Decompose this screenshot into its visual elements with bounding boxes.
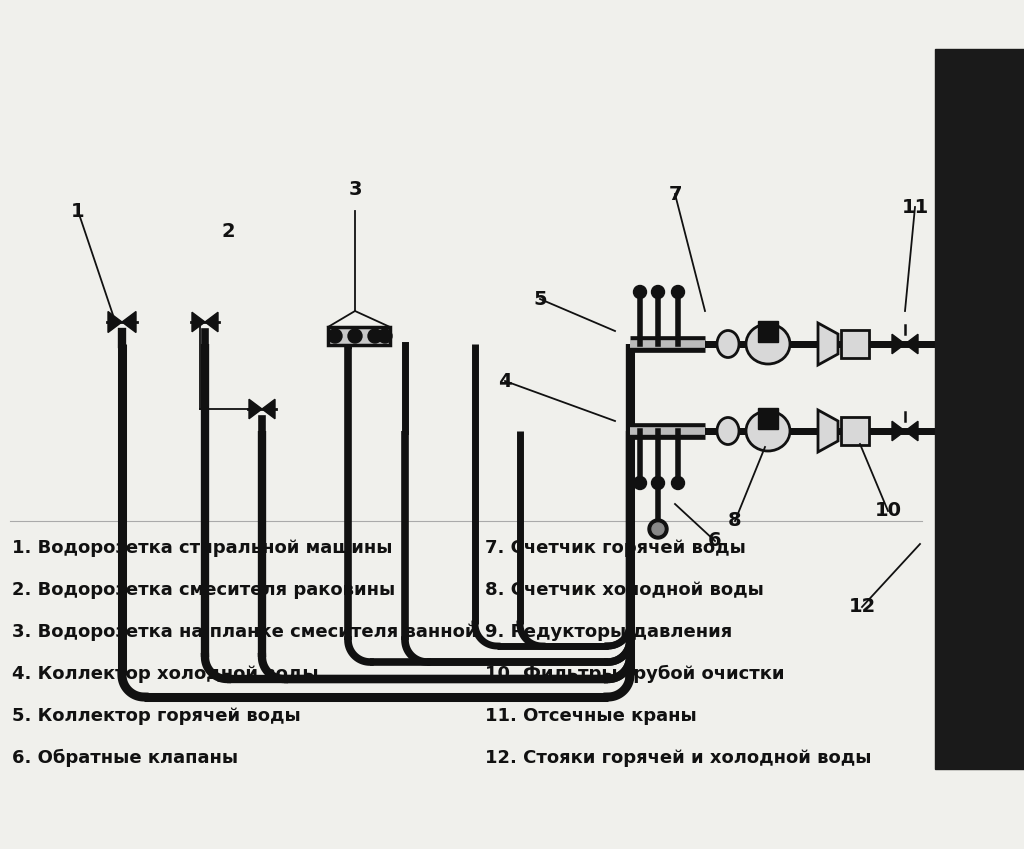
Text: 7. Счетчик горячей воды: 7. Счетчик горячей воды [485,539,745,557]
Bar [841,330,869,358]
Circle shape [348,329,362,343]
Polygon shape [193,312,205,332]
Circle shape [672,285,684,299]
Polygon shape [122,312,136,333]
Ellipse shape [717,418,739,445]
Text: 11. Отсечные краны: 11. Отсечные краны [485,707,696,725]
Circle shape [328,329,342,343]
Polygon shape [905,335,918,354]
Circle shape [368,329,382,343]
Polygon shape [892,421,905,441]
Text: 2. Водорозетка смесителя раковины: 2. Водорозетка смесителя раковины [12,581,395,599]
Text: 7: 7 [669,184,682,204]
Text: 12: 12 [848,598,876,616]
Text: 8. Счетчик холодной воды: 8. Счетчик холодной воды [485,581,764,599]
Text: 10: 10 [874,502,901,520]
Text: 4: 4 [499,372,512,391]
Polygon shape [262,399,275,419]
Text: 9. Редукторы давления: 9. Редукторы давления [485,623,732,641]
Polygon shape [905,421,918,441]
Polygon shape [818,323,838,365]
Polygon shape [108,312,122,333]
Text: 4. Коллектор холодной воды: 4. Коллектор холодной воды [12,665,318,683]
Text: 1. Водорозетка стиральной машины: 1. Водорозетка стиральной машины [12,539,392,557]
Ellipse shape [717,330,739,357]
Circle shape [378,329,392,343]
Text: 8: 8 [728,511,741,531]
Bar [328,327,390,345]
Circle shape [672,476,684,490]
Bar [758,408,778,429]
Ellipse shape [746,411,790,451]
Text: 5: 5 [534,290,547,308]
Bar [758,321,778,342]
Polygon shape [892,335,905,354]
Circle shape [652,523,664,535]
Circle shape [634,476,646,490]
Ellipse shape [746,324,790,364]
Circle shape [648,519,668,539]
Text: 12. Стояки горячей и холодной воды: 12. Стояки горячей и холодной воды [485,749,871,767]
Text: 3. Водорозетка на планке смесителя ванной: 3. Водорозетка на планке смесителя ванно… [12,623,477,641]
Circle shape [651,285,665,299]
Text: 6. Обратные клапаны: 6. Обратные клапаны [12,749,239,767]
Text: 1: 1 [72,201,85,221]
Text: 5. Коллектор горячей воды: 5. Коллектор горячей воды [12,707,301,725]
Polygon shape [205,312,218,332]
Text: 2: 2 [221,222,234,240]
Bar [935,49,1024,769]
Circle shape [651,476,665,490]
Polygon shape [818,410,838,452]
Circle shape [634,285,646,299]
Text: 3: 3 [348,179,361,199]
Text: 6: 6 [709,531,722,550]
Polygon shape [249,399,262,419]
Bar [841,417,869,445]
Text: 10. Фильтры грубой очистки: 10. Фильтры грубой очистки [485,665,784,683]
Text: 11: 11 [901,198,929,216]
